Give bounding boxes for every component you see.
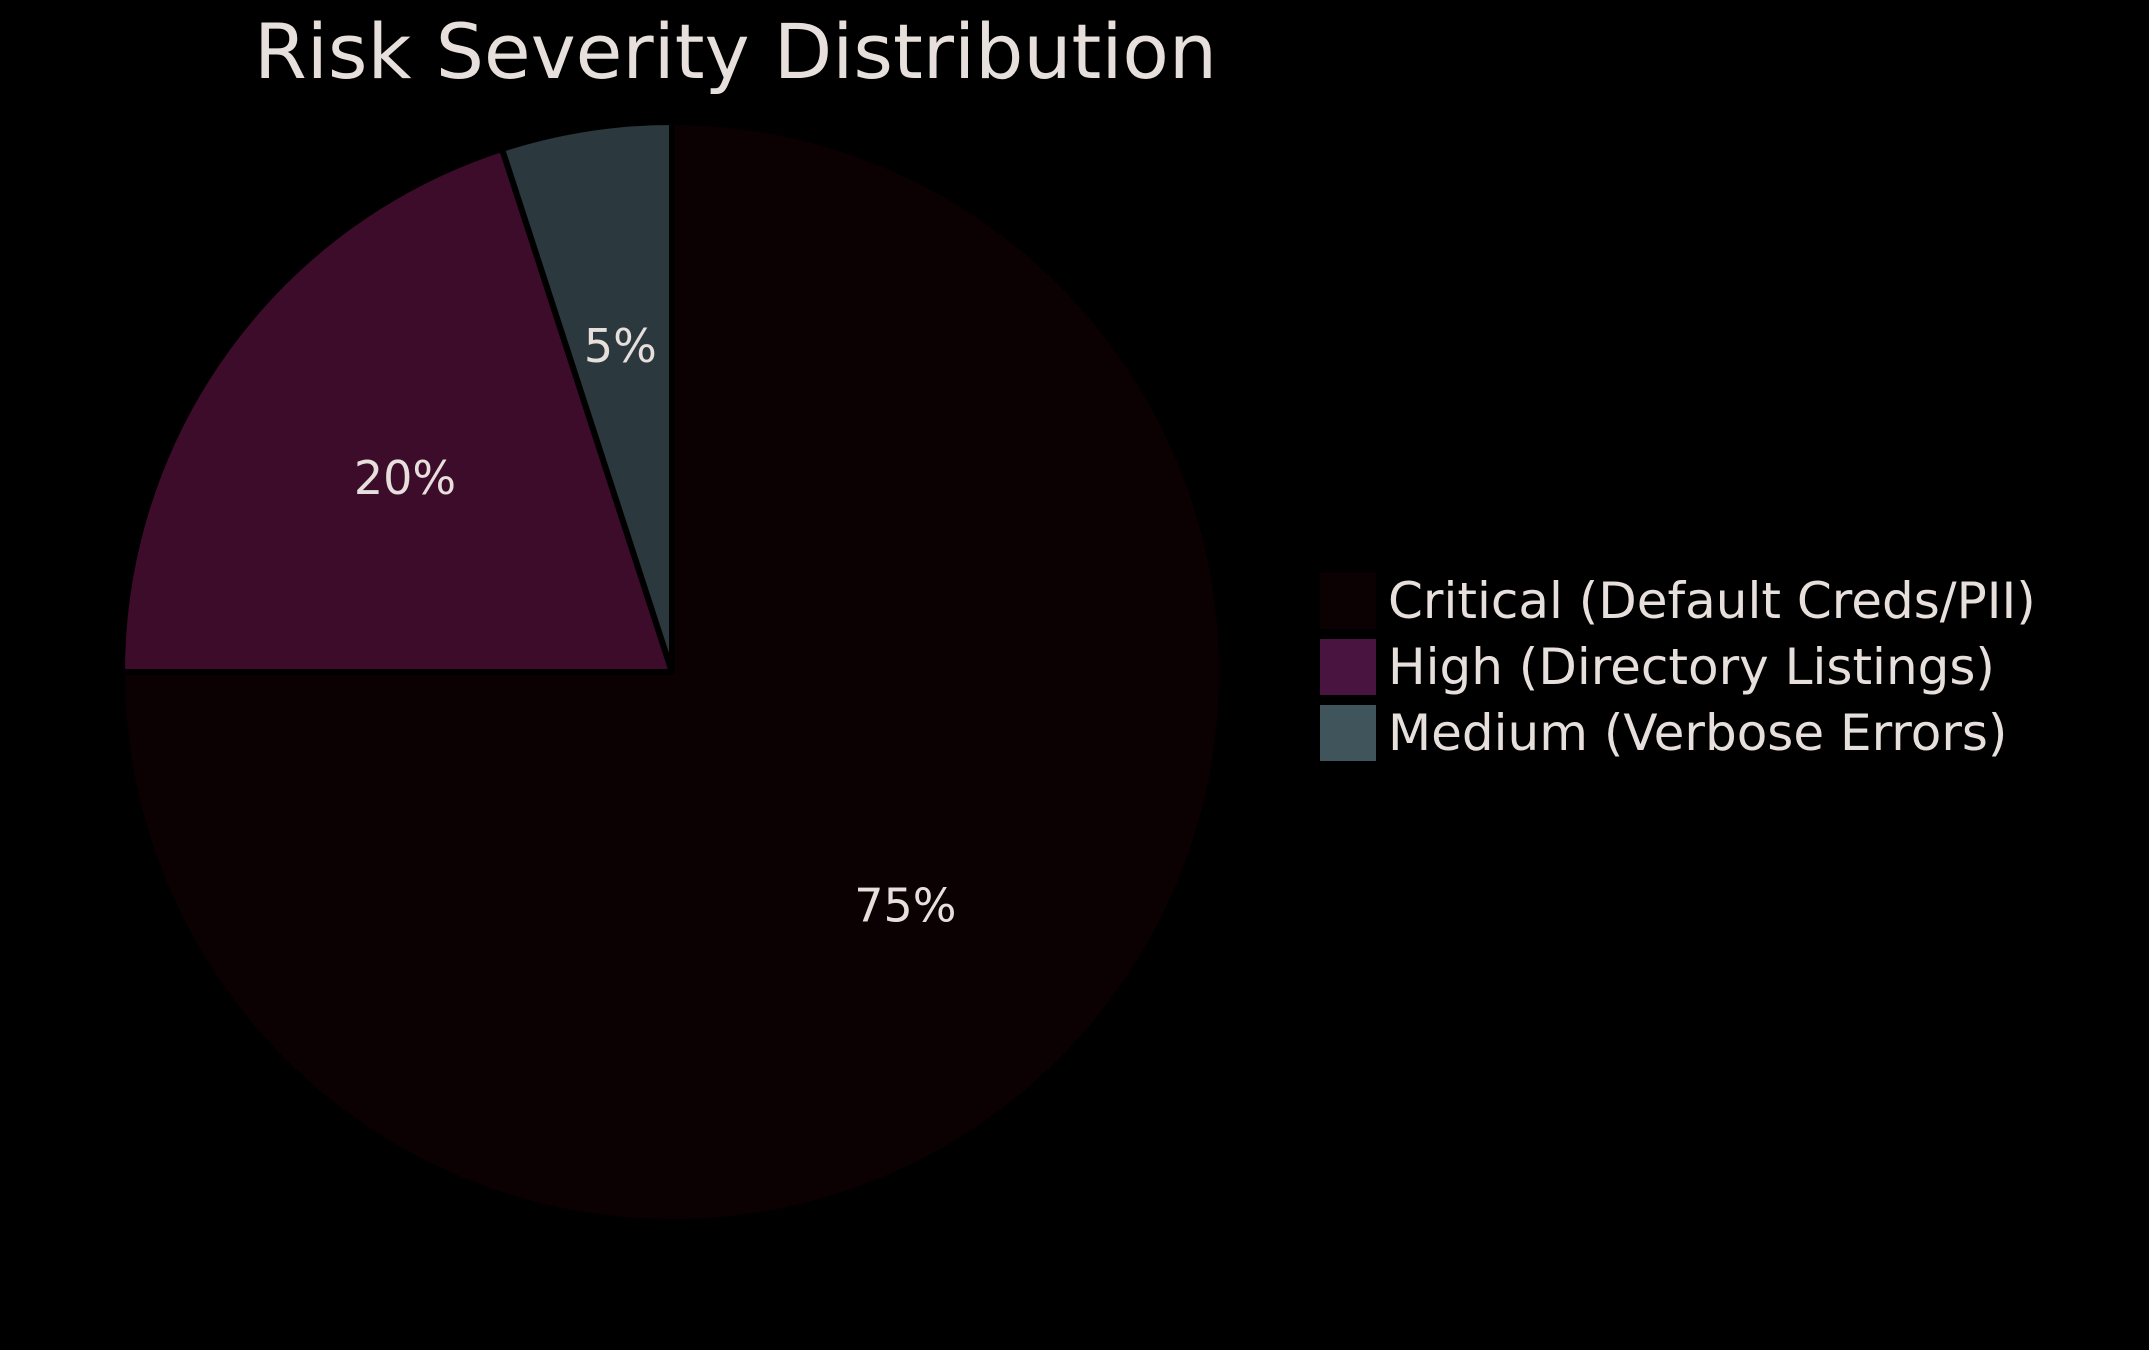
legend: Critical (Default Creds/PII) High (Direct… xyxy=(1320,568,2036,766)
pie-slice-label-1: 75% xyxy=(854,878,956,932)
pie-slice-3 xyxy=(499,119,675,675)
legend-item-1: Critical (Default Creds/PII) xyxy=(1320,568,2036,634)
legend-label-1: Critical (Default Creds/PII) xyxy=(1388,572,2036,630)
legend-label-3: Medium (Verbose Errors) xyxy=(1388,704,2008,762)
pie-slices xyxy=(119,119,1225,1225)
legend-swatch-3 xyxy=(1320,705,1376,761)
pie-slice-2 xyxy=(119,145,675,675)
pie-slice-label-3: 5% xyxy=(584,319,657,373)
legend-label-2: High (Directory Listings) xyxy=(1388,638,1995,696)
chart-title: Risk Severity Distribution xyxy=(254,7,1218,96)
legend-swatch-1 xyxy=(1320,573,1376,629)
legend-item-3: Medium (Verbose Errors) xyxy=(1320,700,2036,766)
pie-slice-labels: 75% 20% 5% xyxy=(354,319,957,932)
legend-item-2: High (Directory Listings) xyxy=(1320,634,2036,700)
legend-swatch-2 xyxy=(1320,639,1376,695)
pie-slice-label-2: 20% xyxy=(354,451,456,505)
pie-slice-1 xyxy=(119,119,1225,1225)
